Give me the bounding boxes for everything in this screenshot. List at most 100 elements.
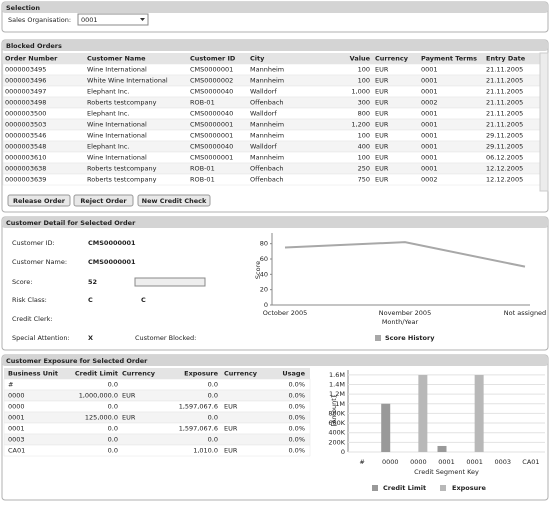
cell: EUR bbox=[375, 165, 389, 173]
column-header: City bbox=[250, 55, 265, 63]
cell: 0.0 bbox=[208, 436, 218, 444]
table-row[interactable] bbox=[3, 411, 311, 424]
cell: 21.11.2005 bbox=[486, 121, 523, 129]
cell: 12.12.2005 bbox=[486, 165, 523, 173]
table-header bbox=[3, 53, 540, 64]
cell: 0000 bbox=[8, 403, 25, 411]
cell: 0001 bbox=[421, 143, 438, 151]
x-tick-label: 0001 bbox=[438, 458, 455, 466]
cell: EUR bbox=[375, 77, 389, 85]
cell: 0.0% bbox=[288, 436, 305, 444]
cell: Walldorf bbox=[250, 110, 277, 118]
cell: 0.0 bbox=[108, 381, 118, 389]
cell: 1,200 bbox=[351, 121, 370, 129]
cell: 0.0% bbox=[288, 403, 305, 411]
bar bbox=[418, 374, 428, 452]
cell: 0.0% bbox=[288, 392, 305, 400]
cell: EUR bbox=[375, 121, 389, 129]
cell: 12.12.2005 bbox=[486, 176, 523, 184]
cell: 0000003638 bbox=[5, 165, 46, 173]
cell: 0.0% bbox=[288, 381, 305, 389]
button[interactable] bbox=[137, 194, 211, 207]
bar bbox=[474, 374, 484, 452]
cell: CMS0000001 bbox=[190, 121, 233, 129]
cell: 0.0 bbox=[208, 392, 218, 400]
cell: Mannheim bbox=[250, 121, 284, 129]
x-tick-label: 0001 bbox=[466, 458, 483, 466]
x-tick-label: November 2005 bbox=[379, 309, 431, 317]
cell: 0.0 bbox=[108, 436, 118, 444]
field-value: CMS0000001 bbox=[88, 258, 136, 266]
x-tick-label: 0000 bbox=[410, 458, 427, 466]
cell: Wine International bbox=[87, 121, 147, 129]
cell: EUR bbox=[375, 132, 389, 140]
cell: Mannheim bbox=[250, 77, 284, 85]
y-tick-label: 80 bbox=[260, 240, 268, 248]
button[interactable] bbox=[73, 194, 134, 207]
scrollbar[interactable] bbox=[539, 52, 549, 192]
cell: 0.0 bbox=[108, 447, 118, 455]
y-tick-label: 600K bbox=[328, 419, 345, 427]
table-row[interactable] bbox=[3, 400, 311, 413]
cell: EUR bbox=[224, 447, 238, 455]
cell: 0000003497 bbox=[5, 88, 46, 96]
cell: CMS0000001 bbox=[190, 154, 233, 162]
cell: 0001 bbox=[421, 66, 438, 74]
cell: EUR bbox=[122, 392, 136, 400]
column-header: Usage bbox=[282, 370, 305, 378]
cell: 06.12.2005 bbox=[486, 154, 523, 162]
cell: EUR bbox=[375, 154, 389, 162]
cell: 0000003503 bbox=[5, 121, 46, 129]
y-tick-label: 20 bbox=[260, 286, 268, 294]
column-header: Exposure bbox=[184, 370, 218, 378]
cell: Elephant Inc. bbox=[87, 143, 130, 151]
cell: 1,000 bbox=[351, 88, 370, 96]
cell: 0001 bbox=[421, 110, 438, 118]
table-row[interactable] bbox=[3, 444, 311, 457]
cell: 1,597,067.6 bbox=[179, 403, 218, 411]
table-row[interactable] bbox=[3, 433, 311, 446]
y-tick-label: 40 bbox=[260, 270, 268, 278]
legend-label: Score History bbox=[385, 334, 435, 342]
cell: 0000003495 bbox=[5, 66, 46, 74]
cell: 100 bbox=[358, 66, 370, 74]
field-label: Sales Organisation: bbox=[8, 16, 71, 24]
cell: EUR bbox=[122, 414, 136, 422]
y-tick-label: 1M bbox=[335, 400, 345, 408]
y-tick-label: 800K bbox=[328, 409, 345, 417]
cell: 100 bbox=[358, 154, 370, 162]
table-row[interactable] bbox=[3, 378, 311, 391]
cell: 0003 bbox=[8, 436, 25, 444]
cell: ROB-01 bbox=[190, 176, 215, 184]
cell: 100 bbox=[358, 77, 370, 85]
dropdown-value: 0001 bbox=[81, 16, 98, 24]
table-row[interactable] bbox=[3, 389, 311, 402]
field-label: Score: bbox=[12, 278, 32, 286]
column-header: Order Number bbox=[5, 55, 58, 63]
cell: 0001 bbox=[421, 165, 438, 173]
cell: 21.11.2005 bbox=[486, 77, 523, 85]
x-tick-label: Not assigned bbox=[504, 309, 546, 317]
dropdown[interactable] bbox=[77, 13, 149, 26]
column-header: Customer Name bbox=[87, 55, 146, 63]
column-header: Currency bbox=[122, 370, 156, 378]
x-tick-label: # bbox=[359, 458, 364, 466]
legend-swatch bbox=[375, 335, 381, 341]
cell: Elephant Inc. bbox=[87, 88, 130, 96]
table-row[interactable] bbox=[3, 422, 311, 435]
cell: 0.0% bbox=[288, 414, 305, 422]
cell: EUR bbox=[375, 99, 389, 107]
bar bbox=[381, 403, 391, 452]
panel-header bbox=[2, 355, 548, 366]
cell: 0001 bbox=[8, 425, 25, 433]
cell: 125,000.0 bbox=[85, 414, 118, 422]
field-value: 52 bbox=[88, 278, 97, 286]
cell: 0000003546 bbox=[5, 132, 46, 140]
cell: # bbox=[8, 381, 13, 389]
cell: EUR bbox=[375, 110, 389, 118]
column-header: Entry Date bbox=[486, 55, 526, 63]
cell: 0000003498 bbox=[5, 99, 46, 107]
button[interactable] bbox=[7, 194, 71, 207]
field-label: Credit Clerk: bbox=[12, 315, 53, 323]
